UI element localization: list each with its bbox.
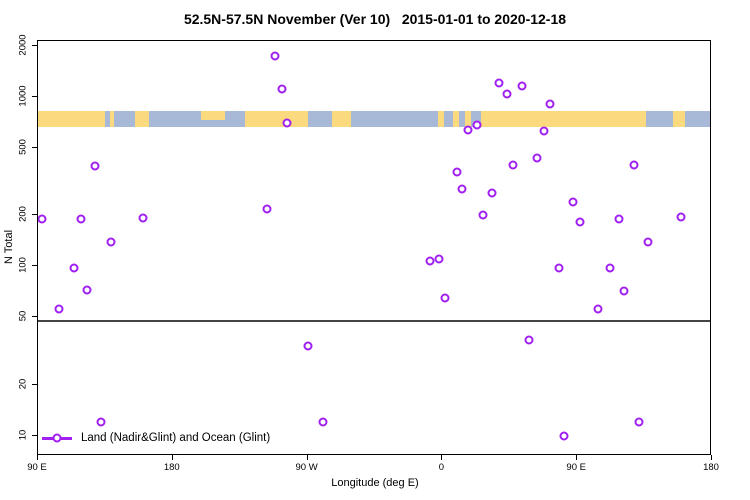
data-point	[524, 335, 534, 345]
data-point	[262, 204, 272, 214]
data-point	[318, 417, 328, 427]
y-axis-title: N Total	[3, 229, 15, 265]
y-tick	[32, 214, 37, 216]
y-tick	[32, 316, 37, 318]
x-tick	[306, 455, 308, 460]
x-tick-label: 180	[163, 462, 180, 473]
data-point	[487, 188, 497, 198]
data-point	[614, 214, 624, 224]
x-tick	[171, 455, 173, 460]
x-tick	[37, 455, 38, 460]
y-tick-label: 500	[17, 139, 29, 155]
ocean-segment	[307, 110, 332, 127]
data-point	[270, 51, 280, 61]
y-tick	[32, 146, 37, 148]
data-point	[575, 217, 585, 227]
y-tick-label: 2000	[17, 34, 29, 56]
y-tick	[32, 95, 37, 97]
legend: Land (Nadir&Glint) and Ocean (Glint)	[42, 431, 270, 445]
y-tick-label: 1000	[17, 85, 29, 107]
x-tick-label: 90 E	[27, 462, 47, 473]
data-point	[82, 285, 92, 295]
land-island	[464, 110, 471, 127]
data-point	[676, 212, 686, 222]
legend-swatch	[42, 432, 72, 444]
data-point	[463, 125, 473, 135]
reference-line	[38, 320, 710, 322]
data-point	[568, 197, 578, 207]
data-point	[605, 263, 615, 273]
data-point	[138, 213, 148, 223]
data-point	[76, 214, 86, 224]
y-tick-label: 100	[17, 257, 29, 274]
data-point	[54, 304, 64, 314]
y-tick	[32, 44, 37, 46]
ocean-segment	[646, 110, 674, 127]
y-tick-label: 200	[17, 206, 29, 223]
data-point	[593, 304, 603, 314]
data-point	[457, 184, 467, 194]
data-point	[494, 78, 504, 88]
data-point	[282, 118, 292, 128]
x-tick	[576, 455, 578, 460]
x-tick-label: 90 W	[295, 462, 318, 473]
data-point	[634, 417, 644, 427]
data-point	[517, 81, 527, 91]
ocean-segment	[685, 110, 710, 127]
y-tick	[32, 383, 37, 385]
data-point	[90, 161, 100, 171]
data-point	[502, 89, 512, 99]
data-point	[554, 263, 564, 273]
chart-title: 52.5N-57.5N November (Ver 10) 2015-01-01…	[183, 11, 567, 27]
data-point	[539, 126, 549, 136]
land-island	[109, 110, 115, 127]
data-point	[277, 84, 287, 94]
ocean-segment	[351, 110, 482, 127]
x-tick-label: 90 E	[566, 462, 586, 473]
data-point	[545, 99, 555, 109]
x-tick	[711, 455, 712, 460]
y-tick-label: 20	[17, 378, 29, 390]
data-point	[629, 160, 639, 170]
x-axis-title: Longitude (deg E)	[331, 477, 419, 489]
y-tick	[32, 265, 37, 267]
land-island	[452, 110, 459, 127]
data-point	[452, 167, 462, 177]
data-point	[643, 237, 653, 247]
data-point	[106, 237, 116, 247]
data-point	[532, 153, 542, 163]
x-tick	[441, 455, 443, 460]
data-point	[440, 293, 450, 303]
land-ocean-band	[38, 110, 710, 127]
plot-area: Land (Nadir&Glint) and Ocean (Glint)	[37, 40, 711, 455]
y-tick	[32, 434, 37, 436]
data-point	[425, 256, 435, 266]
x-tick-label: 180	[703, 462, 719, 473]
data-point	[69, 263, 79, 273]
data-point	[472, 120, 482, 130]
ocean-segment	[148, 110, 245, 127]
x-tick-label: 0	[438, 462, 445, 473]
data-point	[559, 431, 569, 441]
land-island	[437, 110, 444, 127]
data-point	[619, 286, 629, 296]
data-point	[478, 210, 488, 220]
data-point	[38, 214, 47, 224]
y-tick-label: 50	[17, 311, 29, 322]
data-point	[303, 341, 313, 351]
land-island	[201, 110, 226, 120]
legend-circle-icon	[52, 433, 62, 443]
y-tick-label: 10	[17, 429, 29, 441]
data-point	[96, 417, 106, 427]
legend-label: Land (Nadir&Glint) and Ocean (Glint)	[81, 432, 271, 444]
data-point	[508, 160, 518, 170]
data-point	[434, 254, 444, 264]
